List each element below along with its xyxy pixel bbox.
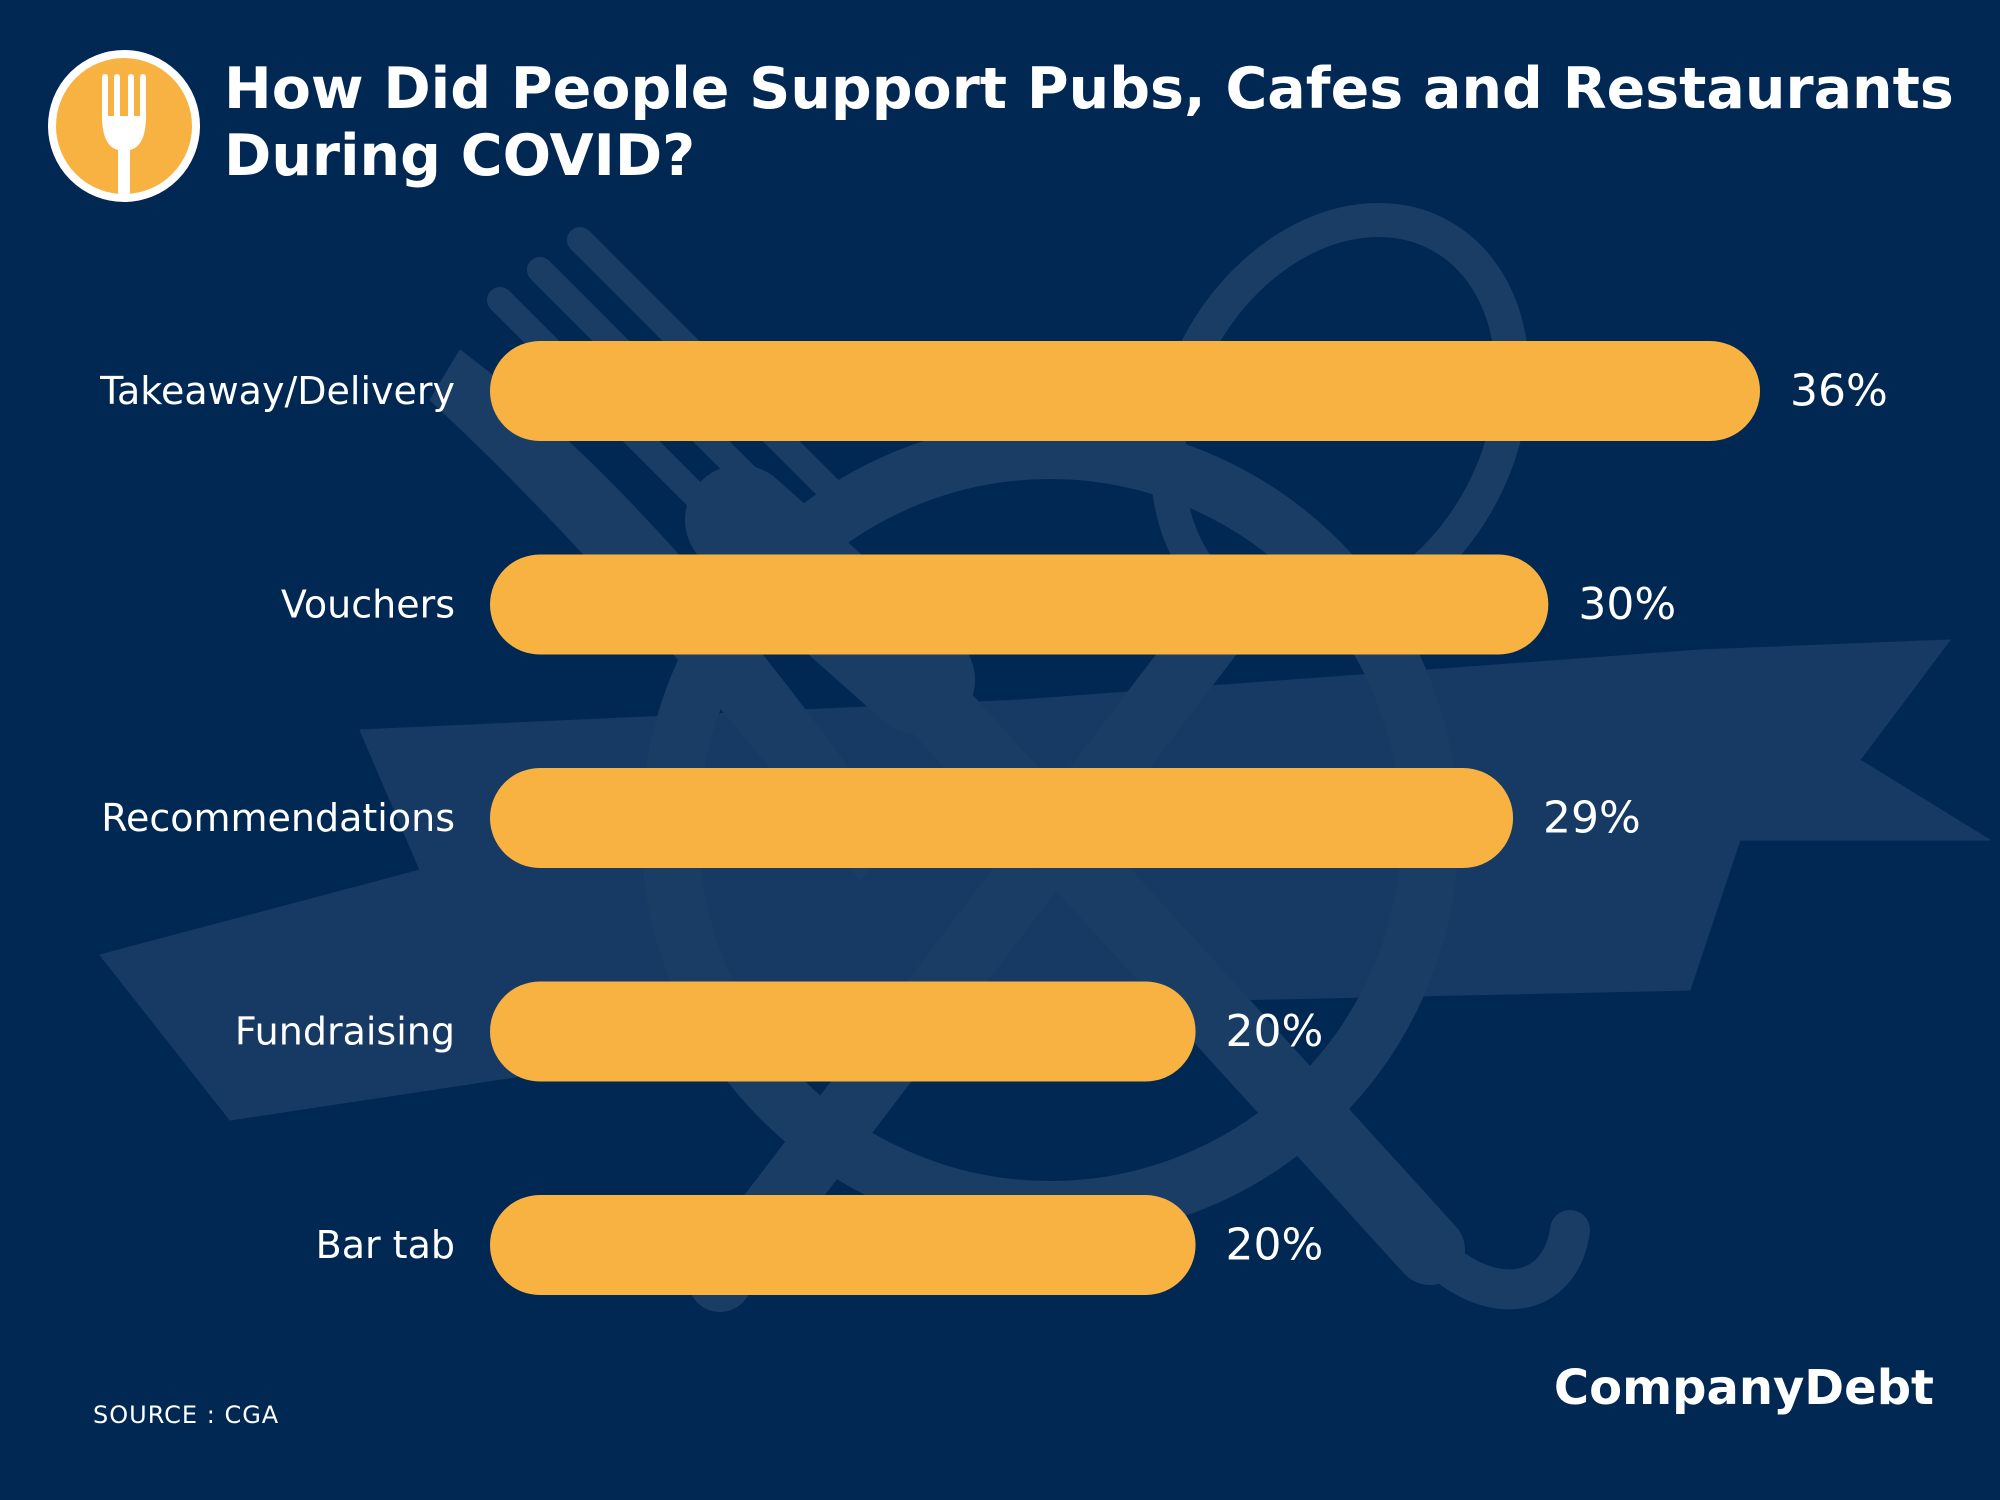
value-label: 20% (1226, 1006, 1324, 1057)
value-label: 20% (1226, 1220, 1324, 1271)
bar-vouchers (490, 554, 1549, 655)
category-label: Fundraising (235, 1010, 455, 1054)
bar-fundraising (490, 981, 1196, 1082)
chart-title: How Did People Support Pubs, Cafes and R… (224, 56, 1954, 189)
value-label: 30% (1578, 579, 1676, 630)
brand-logo: CompanyDebt (1553, 1360, 1934, 1416)
value-label: 29% (1543, 793, 1641, 844)
bar-takeaway-delivery (490, 341, 1760, 441)
bar-bar-tab (490, 1195, 1196, 1295)
value-label: 36% (1790, 366, 1888, 417)
bar-recommendations (490, 768, 1514, 868)
category-label: Vouchers (281, 583, 455, 627)
fork-icon (48, 50, 200, 202)
category-label: Recommendations (101, 796, 455, 840)
category-label: Bar tab (316, 1223, 455, 1267)
source-note: SOURCE : CGA (93, 1401, 280, 1429)
category-label: Takeaway/Delivery (99, 369, 455, 413)
